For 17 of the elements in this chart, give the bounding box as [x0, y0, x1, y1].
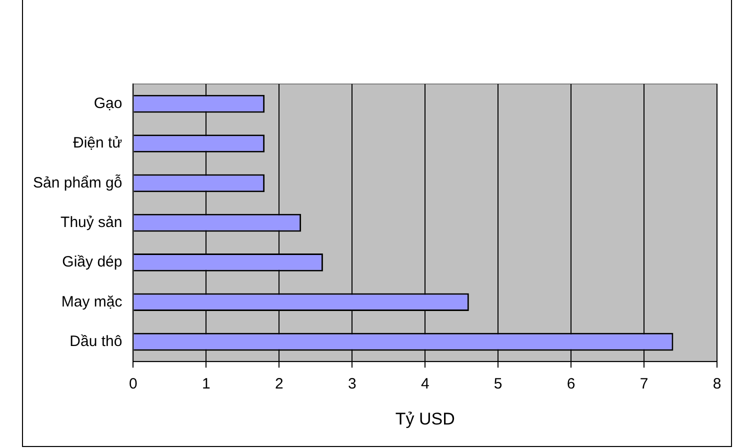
y-tick-label: Thuỷ sản: [60, 214, 122, 231]
x-tick-label: 4: [420, 376, 430, 393]
x-axis-title: Tỷ USD: [395, 409, 455, 428]
x-tick-label: 1: [202, 376, 210, 393]
y-tick-label: May mặc: [61, 293, 123, 310]
x-tick-label: 6: [566, 376, 576, 393]
y-tick-label: Dầu thô: [70, 332, 122, 350]
y-tick-label: Giầy dép: [62, 254, 122, 271]
x-tick-label: 2: [275, 376, 284, 393]
x-tick-label: 3: [348, 376, 356, 393]
x-tick-label: 7: [640, 376, 648, 393]
x-tick-label: 0: [129, 376, 138, 393]
x-tick-label: 8: [712, 376, 722, 393]
y-tick-label: Gạo: [94, 94, 122, 112]
x-tick-label: 5: [494, 376, 502, 393]
y-tick-label: Sản phẩm gỗ: [32, 174, 122, 192]
y-tick-label: Điện tử: [72, 134, 122, 152]
